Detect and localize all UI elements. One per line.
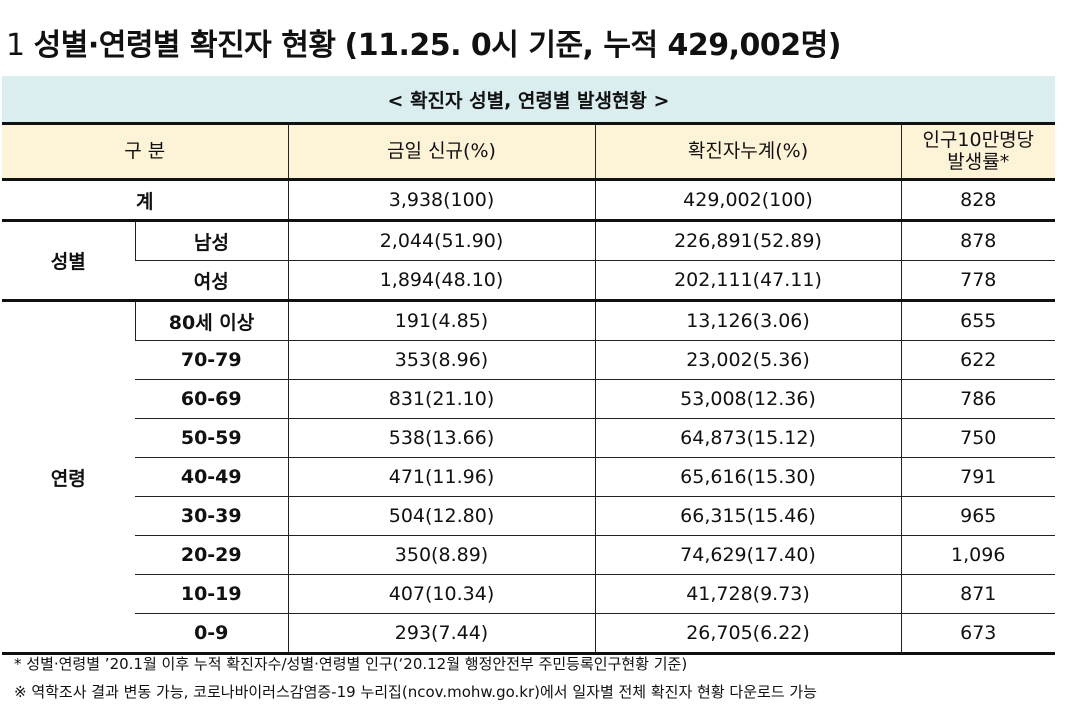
footnotes: * 성별·연령별 ’20.1월 이후 누적 확진자수/성별·연령별 인구(‘20… [14, 650, 817, 706]
total-row: 계 3,938(100) 429,002(100) 828 [2, 179, 1055, 222]
row-label: 70-79 [135, 340, 288, 380]
row-label: 30-39 [135, 496, 288, 536]
header-cumulative: 확진자누계(%) [594, 122, 901, 181]
table-row: 10-19 407(10.34) 41,728(9.73) 871 [2, 574, 1055, 614]
confirmed-cases-table: 구 분 금일 신규(%) 확진자누계(%) 인구10만명당 발생률* 계 3,9… [2, 122, 1055, 655]
header-rate-line2: 발생률* [947, 150, 1010, 173]
table-caption: < 확진자 성별, 연령별 발생현황 > [2, 76, 1055, 122]
row-label: 40-49 [135, 457, 288, 497]
row-rate: 622 [900, 340, 1055, 380]
row-cumulative: 226,891(52.89) [594, 220, 901, 261]
section-title: 성별·연령별 확진자 현황 [33, 28, 336, 63]
table-row: 20-29 350(8.89) 74,629(17.40) 1,096 [2, 535, 1055, 575]
header-category: 구 분 [2, 122, 288, 181]
table-row: 0-9 293(7.44) 26,705(6.22) 673 [2, 613, 1055, 655]
table-row: 70-79 353(8.96) 23,002(5.36) 622 [2, 340, 1055, 380]
gender-group-label: 성별 [2, 220, 135, 302]
table-row: 여성 1,894(48.10) 202,111(47.11) 778 [2, 260, 1055, 302]
header-today: 금일 신규(%) [287, 122, 595, 181]
row-rate: 1,096 [900, 535, 1055, 575]
header-rate: 인구10만명당 발생률* [900, 122, 1055, 181]
total-label: 계 [2, 179, 288, 222]
row-rate: 878 [900, 220, 1055, 261]
age-group-label: 연령 [2, 300, 135, 655]
row-today: 2,044(51.90) [287, 220, 595, 261]
header-rate-line1: 인구10만명당 [922, 128, 1035, 151]
row-today: 471(11.96) [287, 457, 595, 497]
section-basis: (11.25. 0시 기준, 누적 429,002명) [344, 28, 841, 63]
header-row: 구 분 금일 신규(%) 확진자누계(%) 인구10만명당 발생률* [2, 122, 1055, 181]
table-row: 60-69 831(21.10) 53,008(12.36) 786 [2, 379, 1055, 419]
row-label: 20-29 [135, 535, 288, 575]
row-cumulative: 64,873(15.12) [594, 418, 901, 458]
row-cumulative: 23,002(5.36) [594, 340, 901, 380]
total-cumulative: 429,002(100) [594, 179, 901, 222]
total-today: 3,938(100) [287, 179, 595, 222]
row-today: 504(12.80) [287, 496, 595, 536]
row-today: 191(4.85) [287, 300, 595, 341]
row-cumulative: 74,629(17.40) [594, 535, 901, 575]
page-title: 1 성별·연령별 확진자 현황 (11.25. 0시 기준, 누적 429,00… [6, 20, 841, 64]
row-rate: 673 [900, 613, 1055, 655]
row-cumulative: 41,728(9.73) [594, 574, 901, 614]
row-rate: 791 [900, 457, 1055, 497]
table-row: 50-59 538(13.66) 64,873(15.12) 750 [2, 418, 1055, 458]
row-rate: 655 [900, 300, 1055, 341]
row-today: 831(21.10) [287, 379, 595, 419]
row-today: 350(8.89) [287, 535, 595, 575]
row-cumulative: 66,315(15.46) [594, 496, 901, 536]
table-row: 연령 80세 이상 191(4.85) 13,126(3.06) 655 [2, 300, 1055, 655]
table-row: 성별 남성 2,044(51.90) 226,891(52.89) 878 [2, 220, 1055, 302]
row-label: 여성 [135, 260, 288, 302]
row-today: 293(7.44) [287, 613, 595, 655]
row-label: 80세 이상 [134, 300, 288, 341]
table-row: 30-39 504(12.80) 66,315(15.46) 965 [2, 496, 1055, 536]
row-label: 50-59 [135, 418, 288, 458]
row-cumulative: 26,705(6.22) [594, 613, 901, 655]
row-today: 538(13.66) [287, 418, 595, 458]
row-cumulative: 65,616(15.30) [594, 457, 901, 497]
row-today: 353(8.96) [287, 340, 595, 380]
section-number: 1 [6, 28, 25, 63]
row-rate: 778 [900, 260, 1055, 302]
row-rate: 871 [900, 574, 1055, 614]
table-row: 40-49 471(11.96) 65,616(15.30) 791 [2, 457, 1055, 497]
row-rate: 750 [900, 418, 1055, 458]
total-rate: 828 [900, 179, 1055, 222]
row-label: 0-9 [135, 613, 288, 655]
row-label: 60-69 [135, 379, 288, 419]
row-today: 407(10.34) [287, 574, 595, 614]
row-label: 10-19 [135, 574, 288, 614]
row-cumulative: 53,008(12.36) [594, 379, 901, 419]
row-cumulative: 13,126(3.06) [594, 300, 901, 341]
row-rate: 786 [900, 379, 1055, 419]
footnote: * 성별·연령별 ’20.1월 이후 누적 확진자수/성별·연령별 인구(‘20… [14, 655, 688, 673]
row-today: 1,894(48.10) [287, 260, 595, 302]
footnote: ※ 역학조사 결과 변동 가능, 코로나바이러스감염증-19 누리집(ncov.… [14, 683, 817, 701]
row-rate: 965 [900, 496, 1055, 536]
row-label: 남성 [134, 220, 288, 261]
row-cumulative: 202,111(47.11) [594, 260, 901, 302]
